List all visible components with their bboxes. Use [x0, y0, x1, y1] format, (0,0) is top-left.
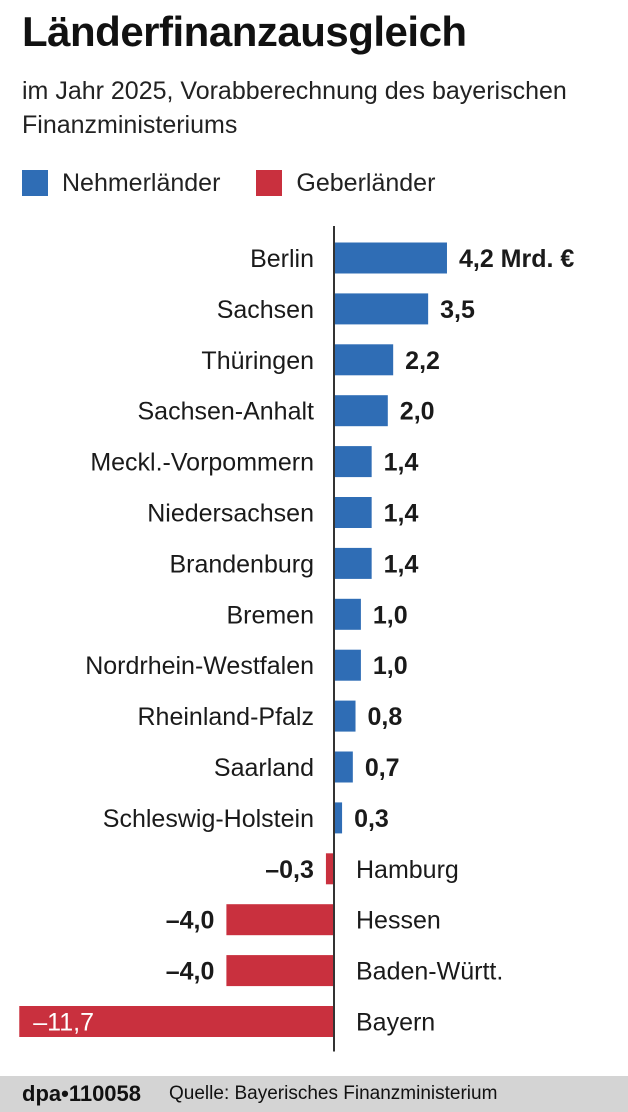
category-label-bayern: Bayern: [356, 1009, 435, 1037]
category-label-baden-wuertt: Baden-Württ.: [356, 958, 503, 986]
bar-baden-wuertt: [226, 955, 334, 987]
bar-niedersachsen: [334, 497, 372, 528]
category-label-hessen: Hessen: [356, 907, 441, 935]
legend: Nehmerländer Geberländer: [22, 166, 471, 200]
category-label-meckl-vorpommern: Meckl.-Vorpommern: [90, 449, 314, 477]
value-label-hamburg: –0,3: [265, 856, 314, 884]
category-label-thueringen: Thüringen: [201, 347, 314, 375]
category-label-sachsen-anhalt: Sachsen-Anhalt: [137, 398, 314, 426]
legend-swatch-nehmer: [22, 170, 48, 196]
bar-sachsen-anhalt: [334, 395, 388, 427]
value-label-berlin: 4,2 Mrd. €: [459, 245, 574, 273]
value-label-bremen: 1,0: [373, 601, 408, 629]
value-label-meckl-vorpommern: 1,4: [384, 449, 419, 477]
value-label-hessen: –4,0: [166, 907, 215, 935]
value-label-sachsen-anhalt: 2,0: [400, 398, 435, 426]
category-label-brandenburg: Brandenburg: [169, 550, 314, 578]
chart-title: Länderfinanzausgleich: [22, 8, 467, 55]
value-label-sachsen: 3,5: [440, 296, 475, 324]
legend-label-nehmer: Nehmerländer: [62, 168, 221, 197]
value-label-saarland: 0,7: [365, 754, 400, 782]
value-label-rheinland-pfalz: 0,8: [368, 703, 403, 731]
bar-schleswig-holstein: [334, 802, 343, 834]
bar-hessen: [226, 904, 334, 936]
bar-hamburg: [325, 853, 334, 885]
bar-thueringen: [334, 344, 394, 376]
footer-source: Quelle: Bayerisches Finanzministerium: [169, 1083, 498, 1104]
bar-bremen: [334, 598, 361, 630]
category-label-nordrhein-westfalen: Nordrhein-Westfalen: [85, 652, 314, 680]
category-label-rheinland-pfalz: Rheinland-Pfalz: [138, 703, 315, 731]
legend-item-geber: Geberländer: [256, 169, 435, 198]
footer: dpa•110058 Quelle: Bayerisches Finanzmin…: [0, 1076, 628, 1112]
value-label-schleswig-holstein: 0,3: [354, 805, 389, 833]
category-label-niedersachsen: Niedersachsen: [147, 500, 314, 528]
bar-sachsen: [334, 293, 429, 325]
bar-rheinland-pfalz: [334, 700, 356, 732]
footer-id: dpa•110058: [22, 1081, 142, 1106]
category-label-schleswig-holstein: Schleswig-Holstein: [103, 805, 314, 833]
value-label-niedersachsen: 1,4: [384, 500, 419, 528]
bar-bayern: [19, 1006, 335, 1037]
bar-chart: Berlin 4,2 Mrd. € Sachsen 3,5 Thüringen 2,2 Sa…: [19, 226, 574, 1052]
chart-subtitle: im Jahr 2025, Vorabberechnung des bayeri…: [22, 77, 567, 139]
bar-nordrhein-westfalen: [334, 649, 361, 681]
bar-saarland: [334, 751, 353, 783]
value-label-nordrhein-westfalen: 1,0: [373, 652, 408, 680]
legend-label-geber: Geberländer: [296, 168, 436, 197]
value-label-thueringen: 2,2: [405, 347, 440, 375]
bar-meckl-vorpommern: [334, 446, 372, 478]
legend-swatch-geber: [256, 170, 283, 196]
value-label-baden-wuertt: –4,0: [166, 958, 215, 986]
legend-item-nehmer: Nehmerländer: [22, 169, 220, 198]
category-label-hamburg: Hamburg: [356, 856, 459, 884]
value-label-bayern: –11,7: [33, 1009, 94, 1037]
category-label-bremen: Bremen: [226, 601, 314, 629]
bar-brandenburg: [334, 547, 372, 579]
category-label-sachsen: Sachsen: [217, 296, 314, 324]
value-label-brandenburg: 1,4: [384, 550, 419, 578]
bar-berlin: [334, 242, 447, 274]
category-label-berlin: Berlin: [250, 245, 314, 273]
category-label-saarland: Saarland: [214, 754, 314, 782]
